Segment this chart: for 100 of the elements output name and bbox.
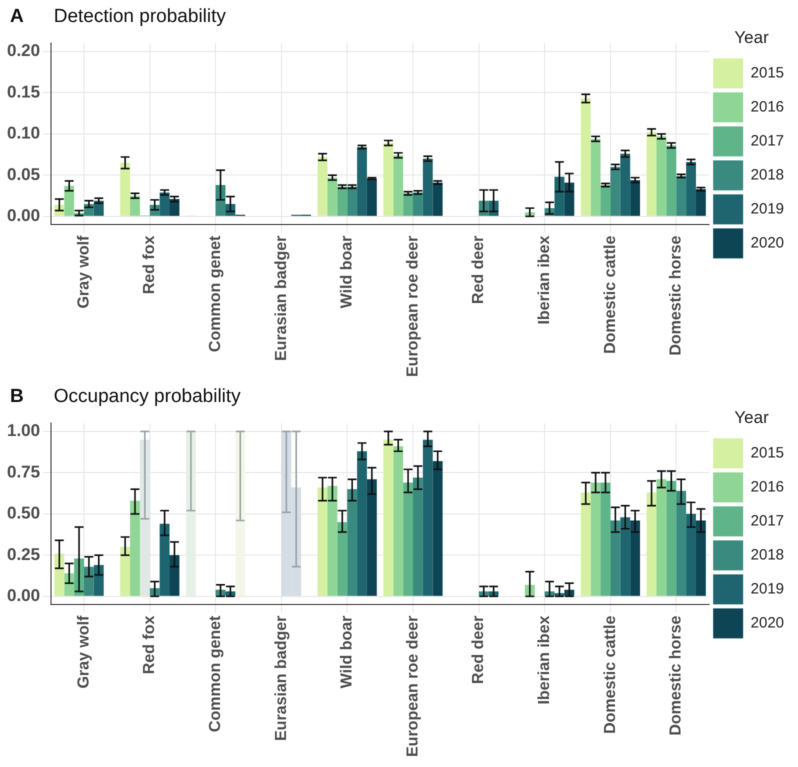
bar: [600, 185, 610, 216]
bar: [357, 451, 367, 596]
bar: [610, 520, 620, 596]
y-tick-label: 0.05: [6, 164, 40, 184]
bar: [620, 154, 630, 216]
bar: [327, 486, 338, 596]
y-tick-label: 1.00: [6, 421, 40, 440]
bar: [630, 180, 640, 216]
legend-title: Year: [734, 28, 770, 48]
bar: [590, 138, 601, 216]
bar: [656, 136, 666, 216]
bar: [630, 520, 640, 596]
bar: [432, 182, 443, 216]
bar: [383, 440, 394, 596]
bar: [347, 489, 358, 596]
bar: [646, 132, 656, 216]
bar: [413, 478, 423, 596]
bar: [337, 522, 348, 596]
x-tick-label: Eurasian badger: [272, 236, 290, 361]
bar: [686, 514, 696, 596]
x-tick-label: Common genet: [207, 234, 224, 352]
chart-title: Occupancy probability: [54, 386, 241, 407]
legend-label: 2020: [750, 614, 784, 632]
bar: [590, 482, 601, 596]
bar: [84, 566, 94, 596]
bar: [403, 482, 414, 596]
bar: [160, 524, 170, 596]
x-tick-label: Iberian ibex: [536, 616, 554, 705]
x-tick-label: Domestic horse: [668, 236, 685, 356]
bar: [554, 176, 564, 216]
bar: [120, 546, 130, 596]
legend-label: 2018: [750, 166, 784, 184]
bar: [130, 196, 140, 216]
x-tick-label: Domestic horse: [668, 616, 685, 736]
bar: [422, 440, 433, 596]
bar: [393, 155, 404, 216]
bar: [676, 490, 686, 596]
bar: [337, 186, 348, 216]
bar: [422, 158, 433, 216]
bar: [600, 482, 610, 596]
y-tick-label: 0.00: [6, 206, 40, 226]
bar: [120, 162, 130, 216]
bar: [696, 520, 706, 596]
text: B: [10, 386, 24, 407]
bar: [318, 157, 328, 216]
x-tick-label: Gray wolf: [75, 234, 92, 309]
bar: [383, 142, 394, 216]
x-tick-label: European roe deer: [404, 616, 422, 757]
y-tick-label: 0.10: [6, 124, 40, 143]
bar: [130, 500, 140, 596]
bar: [686, 162, 696, 216]
bar: [366, 479, 377, 596]
bar: [413, 192, 423, 216]
legend-label: 2017: [750, 512, 784, 530]
bar: [656, 479, 666, 596]
bar: [64, 186, 74, 216]
x-tick-label: Red fox: [141, 236, 158, 294]
legend-title: Year: [734, 408, 770, 428]
bar: [393, 446, 404, 596]
x-tick-label: Wild boar: [338, 236, 356, 308]
bar: [432, 461, 443, 596]
legend-label: 2016: [750, 98, 784, 116]
x-tick-label: Red deer: [470, 616, 488, 684]
bar: [610, 166, 620, 216]
x-tick-label: Domestic cattle: [602, 616, 619, 734]
legend-label: 2019: [750, 200, 784, 218]
legend-label: 2019: [750, 580, 784, 598]
bar: [318, 488, 328, 596]
y-tick-label: 0.50: [6, 504, 40, 523]
x-tick-label: Iberian ibex: [536, 236, 554, 325]
bar: [620, 517, 630, 596]
bar: [170, 555, 180, 596]
chart-title: Detection probability: [54, 6, 226, 27]
bar: [160, 192, 170, 216]
y-tick-label: 0.15: [6, 82, 40, 102]
bar: [347, 186, 358, 216]
legend-label: 2015: [750, 444, 784, 462]
x-tick-label: Red fox: [141, 616, 158, 674]
legend-label: 2018: [750, 546, 784, 564]
legend-label: 2015: [750, 64, 784, 82]
bar: [366, 178, 377, 216]
x-tick-label: European roe deer: [404, 236, 422, 377]
x-tick-label: Wild boar: [338, 616, 356, 688]
text: A: [10, 6, 24, 27]
x-tick-label: Red deer: [470, 236, 488, 304]
bar: [403, 193, 414, 216]
bar: [646, 492, 656, 596]
y-tick-label: 0.20: [6, 41, 40, 60]
bar: [666, 480, 676, 596]
legend-label: 2017: [750, 132, 784, 150]
y-tick-label: 0.75: [6, 462, 40, 482]
bar: [327, 178, 338, 216]
x-tick-label: Gray wolf: [75, 614, 92, 689]
bar: [676, 176, 686, 216]
bar: [357, 147, 367, 216]
x-tick-label: Domestic cattle: [602, 236, 619, 354]
legend-label: 2020: [750, 234, 784, 252]
bar: [696, 189, 706, 216]
legend-label: 2016: [750, 478, 784, 496]
y-tick-label: 0.25: [6, 544, 40, 564]
